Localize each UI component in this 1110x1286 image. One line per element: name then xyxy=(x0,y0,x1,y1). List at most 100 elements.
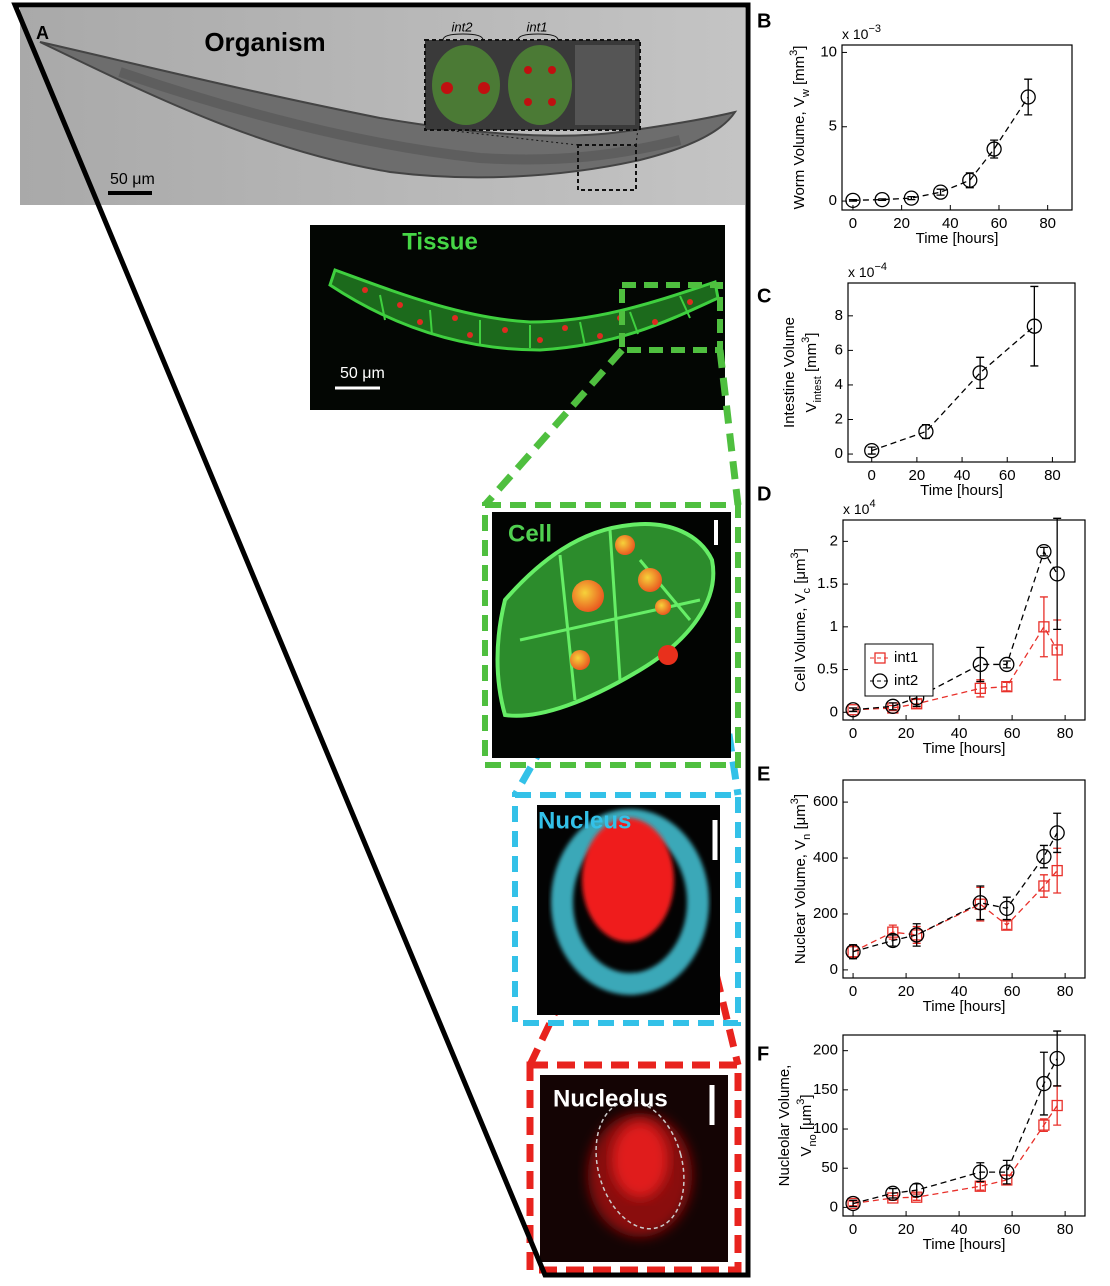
label-part: −3 xyxy=(868,23,881,35)
x-axis-label: Time [hours] xyxy=(920,482,1003,499)
nucleus-title: Nucleus xyxy=(538,807,631,834)
plot-frame xyxy=(842,45,1072,210)
error-bar xyxy=(1030,286,1038,365)
label-part: w xyxy=(800,89,812,98)
x-tick-label: 60 xyxy=(1004,725,1021,742)
panel-label: A xyxy=(36,23,49,43)
page: Organism int2 int1 50 μm A Tissue 50 μm … xyxy=(0,0,1110,1286)
series-line xyxy=(853,871,1057,952)
error-bar xyxy=(976,357,984,388)
legend-label: int1 xyxy=(894,649,918,666)
y-axis-label: Worm Volume, Vw [mm3] xyxy=(788,46,812,210)
x-tick-label: 20 xyxy=(898,1221,915,1238)
y-tick-label: 0 xyxy=(835,445,843,462)
cell-title: Cell xyxy=(508,520,552,547)
x-tick-label: 20 xyxy=(898,725,915,742)
label-part: [mm xyxy=(791,56,808,89)
x-tick-label: 0 xyxy=(849,725,857,742)
x-tick-label: 20 xyxy=(898,983,915,1000)
panel-label: E xyxy=(757,763,770,785)
legend-label: int2 xyxy=(894,672,918,689)
x-tick-label: 80 xyxy=(1057,725,1074,742)
y-tick-label: 150 xyxy=(813,1081,838,1098)
label-part: 4 xyxy=(869,498,875,510)
axis-exponent: x 10−4 xyxy=(848,261,887,280)
panel-label: B xyxy=(757,10,771,32)
y-axis-label: Vintest [mm3] xyxy=(800,333,824,413)
error-bar xyxy=(1053,518,1061,629)
y-tick-label: 4 xyxy=(835,376,843,393)
x-tick-label: 80 xyxy=(1057,983,1074,1000)
y-tick-label: 6 xyxy=(835,341,843,358)
label-part: ] xyxy=(798,1094,815,1098)
label-part: x 10 xyxy=(848,264,875,280)
x-tick-label: 80 xyxy=(1057,1221,1074,1238)
error-bar xyxy=(1003,921,1011,929)
label-part: x 10 xyxy=(843,501,870,517)
label-part: Intestine Volume xyxy=(781,317,798,428)
error-bar xyxy=(1040,1052,1048,1115)
label-part: Worm Volume, V xyxy=(791,97,808,209)
x-tick-label: 80 xyxy=(1039,215,1056,232)
label-part: x 10 xyxy=(842,26,869,42)
label-part: intest xyxy=(812,376,824,402)
x-tick-label: 80 xyxy=(1044,467,1061,484)
error-bar xyxy=(868,447,876,454)
x-axis-label: Time [hours] xyxy=(923,998,1006,1015)
y-tick-label: 8 xyxy=(835,307,843,324)
y-tick-label: 0 xyxy=(830,1198,838,1215)
organism-title: Organism xyxy=(204,27,325,57)
label-part: ] xyxy=(792,548,809,552)
x-axis-label: Time [hours] xyxy=(923,1236,1006,1253)
y-tick-label: 200 xyxy=(813,905,838,922)
y-tick-label: 2 xyxy=(835,410,843,427)
y-tick-label: 0 xyxy=(829,192,837,209)
cell-label: int1 xyxy=(527,19,548,34)
y-tick-label: 600 xyxy=(813,793,838,810)
y-axis-label: Intestine Volume xyxy=(781,317,798,428)
nucleolus-title: Nucleolus xyxy=(553,1085,668,1112)
y-tick-label: 2 xyxy=(830,532,838,549)
label-part: ] xyxy=(791,46,808,50)
label-part: V xyxy=(798,1147,815,1157)
x-tick-label: 0 xyxy=(849,215,857,232)
error-bar xyxy=(966,173,974,188)
error-bar xyxy=(1040,597,1048,657)
error-bar xyxy=(976,647,984,681)
x-tick-label: 0 xyxy=(849,1221,857,1238)
scale-label: 50 μm xyxy=(340,365,385,382)
error-bar xyxy=(1053,813,1061,852)
label-part: [μm xyxy=(792,558,809,587)
cell-label: int2 xyxy=(452,19,474,34)
label-part: [μm xyxy=(798,1105,815,1134)
label-part: Cell Volume, V xyxy=(792,593,809,691)
y-tick-label: 200 xyxy=(813,1042,838,1059)
y-axis-label: Nuclear Volume, Vn [μm3] xyxy=(789,794,813,964)
label-part: −4 xyxy=(874,261,887,273)
y-axis-label: Cell Volume, Vc [μm3] xyxy=(789,548,813,692)
label-part: ] xyxy=(803,333,820,337)
y-tick-label: 0.5 xyxy=(817,661,838,678)
scale-label: 50 μm xyxy=(110,171,155,188)
x-tick-label: 20 xyxy=(893,215,910,232)
x-tick-label: 60 xyxy=(1004,983,1021,1000)
label-part: ] xyxy=(792,794,809,798)
y-tick-label: 0 xyxy=(830,703,838,720)
axis-exponent: x 104 xyxy=(843,498,876,517)
y-tick-label: 1 xyxy=(830,618,838,635)
x-axis-label: Time [hours] xyxy=(916,230,999,247)
label-part: [mm xyxy=(803,343,820,376)
y-tick-label: 400 xyxy=(813,849,838,866)
error-bar xyxy=(1024,79,1032,115)
label-part: Nucleolar Volume, xyxy=(776,1065,793,1187)
plot-frame xyxy=(843,780,1085,978)
error-bar xyxy=(1053,1086,1061,1125)
error-bar xyxy=(889,703,897,710)
label-part: no xyxy=(807,1134,819,1146)
error-bar xyxy=(1053,1031,1061,1086)
plot-frame xyxy=(848,283,1075,462)
y-tick-label: 1.5 xyxy=(817,575,838,592)
label-part: [μm xyxy=(792,804,809,833)
panel-label: F xyxy=(757,1043,769,1065)
x-tick-label: 0 xyxy=(849,983,857,1000)
